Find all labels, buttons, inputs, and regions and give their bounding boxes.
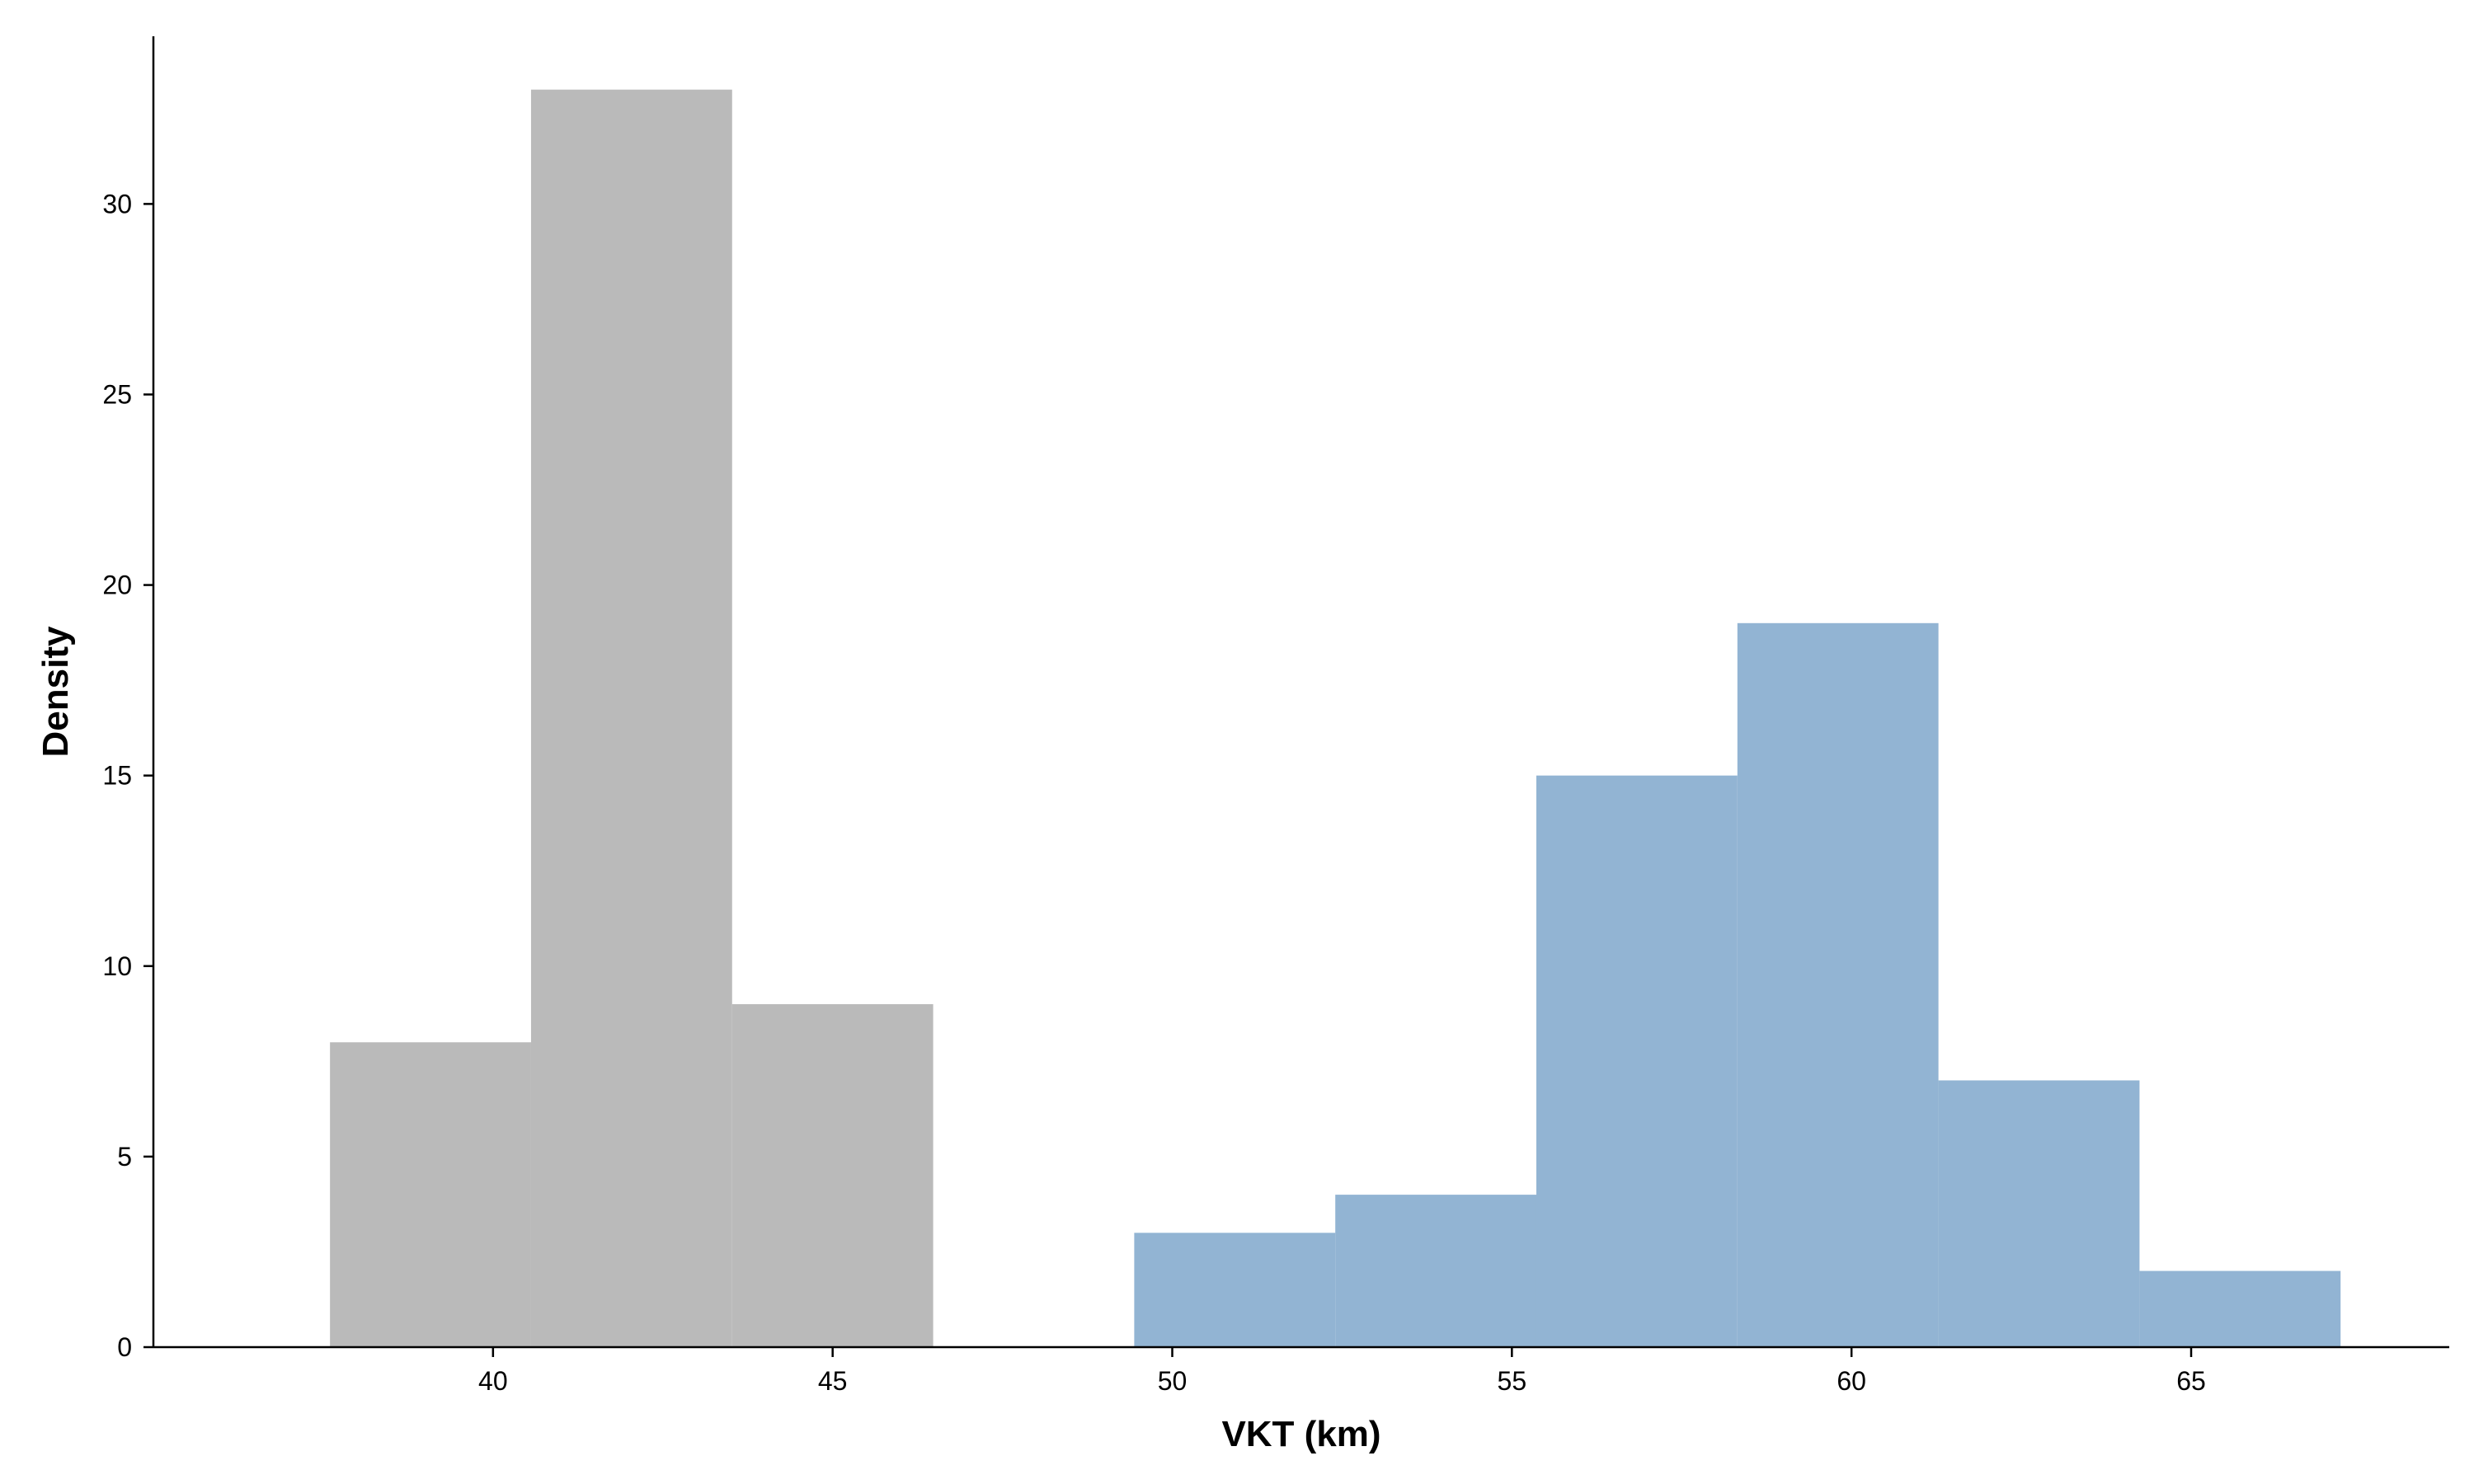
x-tick-label-3: 55 xyxy=(1498,1366,1527,1396)
histogram-bars xyxy=(330,89,2341,1347)
histogram-bar-s0-b0 xyxy=(330,1042,531,1347)
x-tick-label-5: 65 xyxy=(2176,1366,2206,1396)
histogram-bar-s1-b4 xyxy=(1938,1080,2140,1347)
y-axis-title: Density xyxy=(35,626,76,757)
histogram-bar-s0-b2 xyxy=(731,1004,934,1347)
histogram-bar-s1-b0 xyxy=(1134,1233,1336,1347)
y-axis-ticks: 0 5 10 15 20 25 30 xyxy=(102,189,153,1362)
histogram-bar-s1-b5 xyxy=(2139,1270,2341,1347)
x-tick-label-1: 45 xyxy=(818,1366,848,1396)
y-tick-label-5: 25 xyxy=(102,379,132,409)
y-tick-label-4: 20 xyxy=(102,571,132,600)
y-tick-label-2: 10 xyxy=(102,951,132,981)
y-tick-label-6: 30 xyxy=(102,189,132,218)
histogram-bar-s1-b3 xyxy=(1737,622,1939,1347)
histogram-bar-s1-b2 xyxy=(1536,775,1738,1347)
x-tick-label-2: 50 xyxy=(1158,1366,1188,1396)
histogram-bar-s1-b1 xyxy=(1335,1195,1536,1347)
y-tick-label-3: 15 xyxy=(102,761,132,791)
x-axis-title: VKT (km) xyxy=(1221,1414,1380,1454)
x-tick-label-0: 40 xyxy=(478,1366,508,1396)
histogram-bar-s0-b1 xyxy=(530,89,732,1347)
x-axis-ticks: 40 45 50 55 60 65 xyxy=(478,1347,2206,1396)
y-tick-label-0: 0 xyxy=(117,1332,132,1362)
y-tick-label-1: 5 xyxy=(117,1142,132,1172)
x-tick-label-4: 60 xyxy=(1837,1366,1866,1396)
